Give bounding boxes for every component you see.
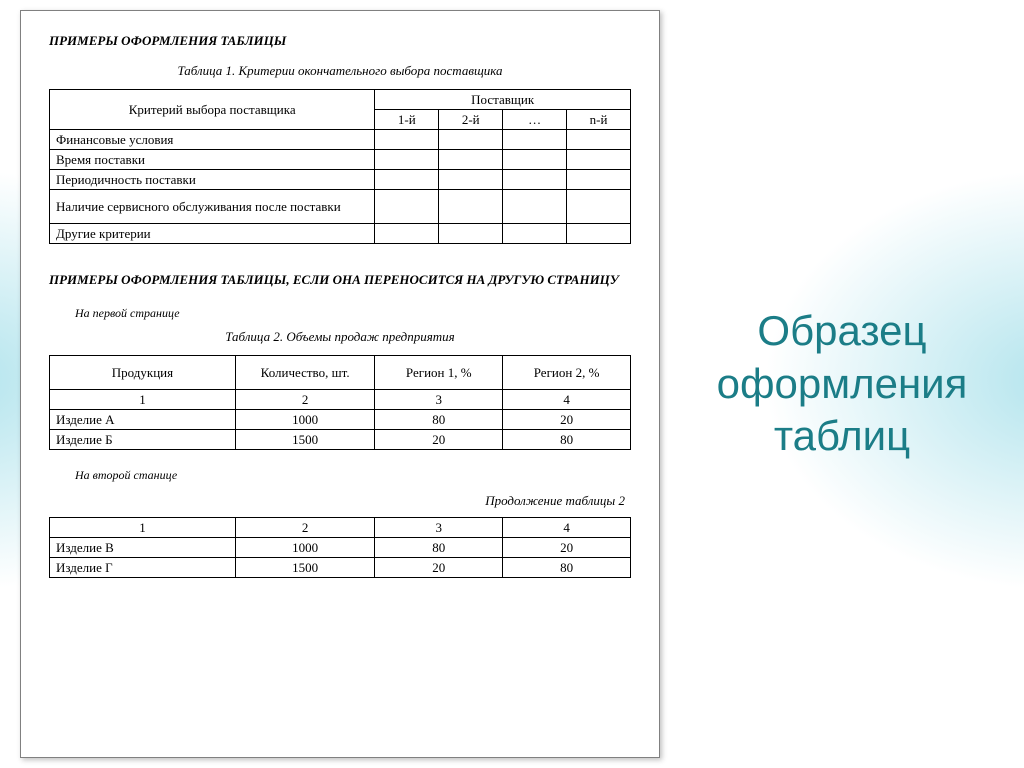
table-row: Время поставки <box>50 150 375 170</box>
table2b: 1 2 3 4 Изделие В 1000 80 20 Изделие Г 1… <box>49 517 631 578</box>
t1-sub-3: … <box>503 110 567 130</box>
continuation-label: Продолжение таблицы 2 <box>49 493 625 509</box>
t1-head-supplier: Поставщик <box>375 90 631 110</box>
t2a-h1: Продукция <box>50 356 236 390</box>
table-row: Изделие В <box>50 538 236 558</box>
t2a-h4: Регион 2, % <box>503 356 631 390</box>
table-row: Изделие Г <box>50 558 236 578</box>
table-row: Изделие Б <box>50 430 236 450</box>
t2b-i4: 4 <box>503 518 631 538</box>
t2b-i2: 2 <box>235 518 374 538</box>
t2b-i1: 1 <box>50 518 236 538</box>
section1-heading: ПРИМЕРЫ ОФОРМЛЕНИЯ ТАБЛИЦЫ <box>49 33 631 49</box>
slide: ПРИМЕРЫ ОФОРМЛЕНИЯ ТАБЛИЦЫ Таблица 1. Кр… <box>0 0 1024 768</box>
note-page2: На второй станице <box>75 468 631 483</box>
t2a-i3: 3 <box>375 390 503 410</box>
table-row: Изделие А <box>50 410 236 430</box>
table1-caption: Таблица 1. Критерии окончательного выбор… <box>49 63 631 79</box>
t2a-h3: Регион 1, % <box>375 356 503 390</box>
table2a: Продукция Количество, шт. Регион 1, % Ре… <box>49 355 631 450</box>
t2a-i1: 1 <box>50 390 236 410</box>
document-panel: ПРИМЕРЫ ОФОРМЛЕНИЯ ТАБЛИЦЫ Таблица 1. Кр… <box>20 10 660 758</box>
title-pane: Образец оформления таблиц <box>660 0 1024 768</box>
t1-sub-4: n-й <box>567 110 631 130</box>
note-page1: На первой странице <box>75 306 631 321</box>
t1-sub-1: 1-й <box>375 110 439 130</box>
table1: Критерий выбора поставщика Поставщик 1-й… <box>49 89 631 244</box>
table-row: Финансовые условия <box>50 130 375 150</box>
t2a-i4: 4 <box>503 390 631 410</box>
t2b-i3: 3 <box>375 518 503 538</box>
t1-head-criteria: Критерий выбора поставщика <box>50 90 375 130</box>
table-row: Периодичность поставки <box>50 170 375 190</box>
t2a-h2: Количество, шт. <box>235 356 374 390</box>
table-row: Наличие сервисного обслуживания после по… <box>50 190 375 224</box>
table2-caption: Таблица 2. Объемы продаж предприятия <box>49 329 631 345</box>
section2-heading: ПРИМЕРЫ ОФОРМЛЕНИЯ ТАБЛИЦЫ, ЕСЛИ ОНА ПЕР… <box>49 272 631 288</box>
slide-title: Образец оформления таблиц <box>678 305 1006 463</box>
t2a-i2: 2 <box>235 390 374 410</box>
t1-sub-2: 2-й <box>439 110 503 130</box>
table-row: Другие критерии <box>50 224 375 244</box>
